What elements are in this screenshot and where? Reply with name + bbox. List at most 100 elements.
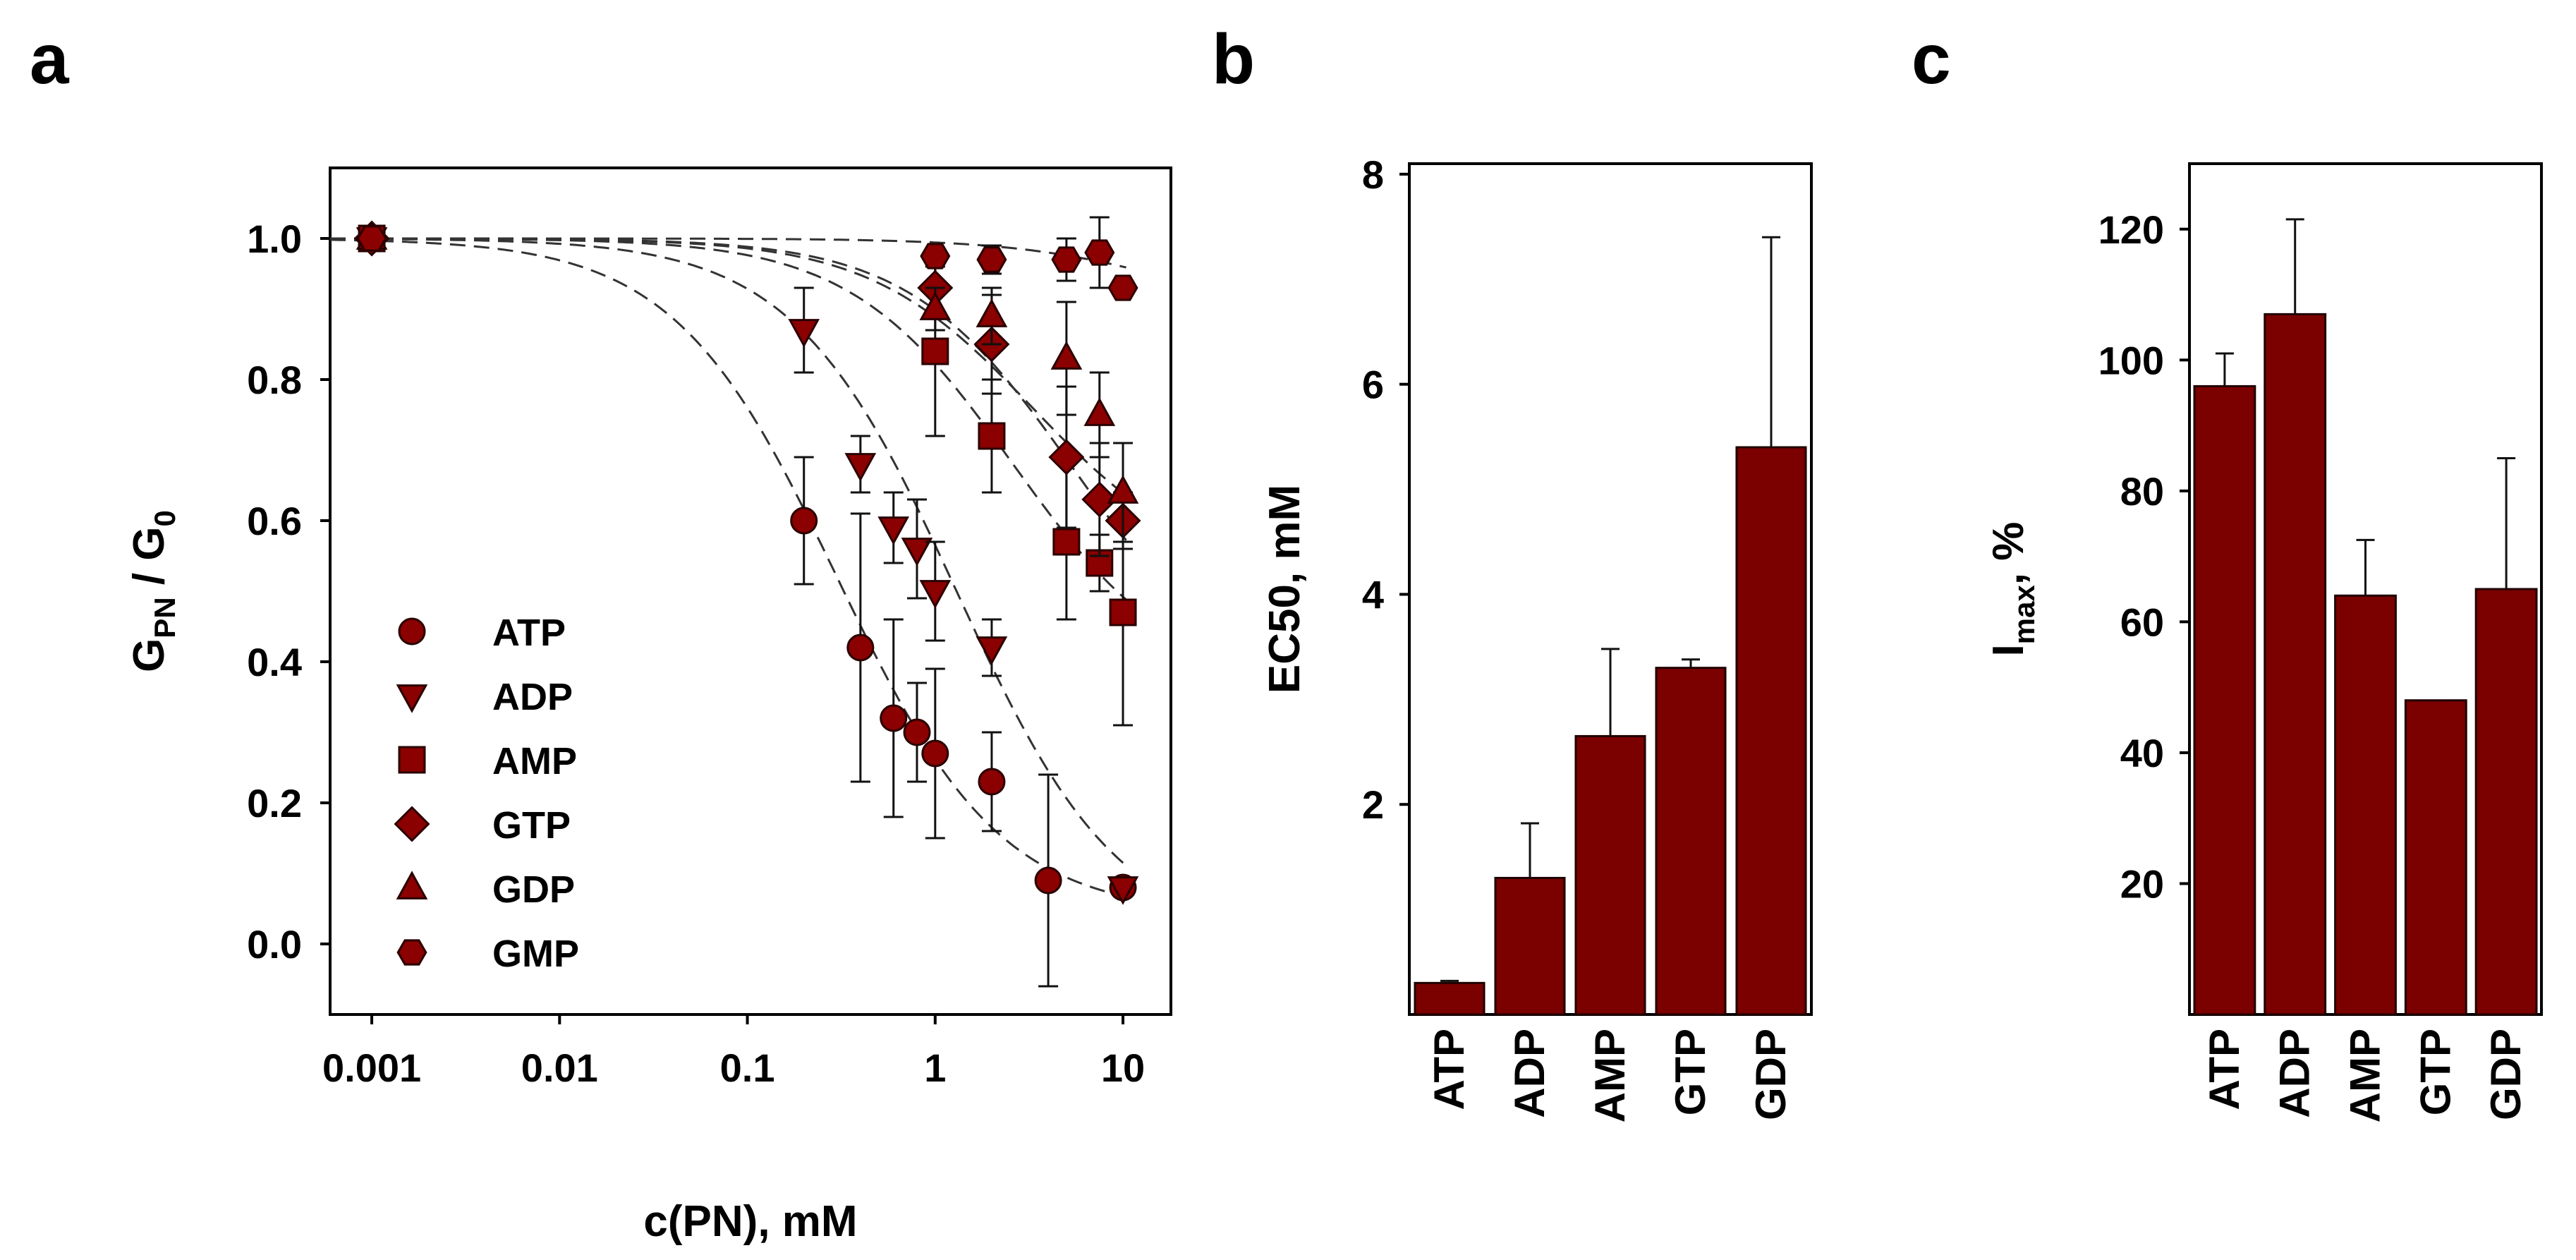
fit-curve-adp [330, 238, 1127, 867]
x-tick-label-gtp: GTP [2412, 1029, 2459, 1115]
fit-curve-gdp [330, 237, 1127, 541]
legend-marker-gdp [396, 871, 428, 899]
y-label-suffix: , % [1984, 522, 2033, 586]
panel-label-a: a [30, 20, 70, 99]
data-point-atp [1034, 866, 1062, 895]
data-point-adp [1107, 876, 1139, 905]
y-label-sub: max [2007, 585, 2041, 645]
x-tick-label-gtp: GTP [1667, 1029, 1714, 1115]
y-tick-label: 0.8 [247, 358, 302, 402]
x-tick-label-atp: ATP [1426, 1029, 1473, 1110]
legend-marker-gmp [396, 939, 427, 966]
y-tick-label: 1.0 [247, 217, 302, 261]
y-label-mid: / G [125, 526, 174, 597]
legend-marker-adp [396, 684, 428, 713]
data-point-gmp [976, 246, 1007, 273]
x-axis-label: c(PN), mM [643, 1197, 857, 1246]
x-tick-label-amp: AMP [2342, 1029, 2389, 1122]
bar-gtp [2404, 699, 2467, 1016]
x-tick-label: 10 [1101, 1046, 1145, 1090]
fit-curve-amp [329, 237, 1127, 601]
data-point-adp [901, 538, 933, 567]
data-point-gmp [920, 243, 951, 269]
x-tick-label-adp: ADP [1506, 1029, 1553, 1118]
data-point-atp [846, 634, 875, 662]
y-tick-label: 60 [2120, 600, 2164, 644]
data-point-gmp [356, 225, 387, 252]
bar-gdp [2474, 588, 2538, 1016]
legend-label-gtp: GTP [492, 804, 571, 847]
data-point-adp [877, 516, 910, 545]
legend-label-gmp: GMP [492, 933, 579, 975]
y-tick-label: 20 [2120, 861, 2164, 906]
data-point-gmp [1051, 246, 1082, 273]
legend-marker-gtp [394, 806, 430, 842]
data-point-gdp [919, 291, 952, 320]
data-point-gmp [1107, 274, 1138, 301]
data-point-atp [903, 718, 931, 746]
data-point-gtp [1048, 439, 1085, 475]
bar-gdp [1735, 446, 1807, 1016]
y-tick-label: 8 [1362, 152, 1384, 197]
x-tick-label-atp: ATP [2201, 1029, 2248, 1110]
legend-marker-amp [398, 746, 426, 774]
bar-atp [1414, 981, 1486, 1016]
bar-atp [2193, 384, 2256, 1016]
y-tick-label: 2 [1362, 782, 1384, 827]
y-tick-label: 80 [2120, 469, 2164, 514]
bar-adp [2264, 313, 2327, 1016]
y-label-sub: PN [148, 597, 181, 638]
data-point-atp [880, 704, 908, 732]
data-point-amp [921, 337, 949, 365]
y-axis-label: EC50, mM [1260, 485, 1309, 693]
data-point-gmp [1084, 239, 1115, 266]
y-tick-label: 0.4 [247, 640, 302, 684]
legend-label-atp: ATP [492, 612, 566, 654]
y-axis-label: GPN / G0 [125, 510, 181, 672]
y-label-sub2: 0 [148, 510, 181, 526]
y-label-main: I [1984, 644, 2033, 656]
data-point-amp [978, 422, 1006, 450]
data-point-adp [919, 580, 952, 609]
data-point-adp [976, 636, 1008, 665]
bar-gtp [1655, 667, 1727, 1016]
x-tick-label-gdp: GDP [1747, 1029, 1794, 1120]
x-tick-label: 0.001 [322, 1046, 421, 1090]
data-point-gdp [1107, 475, 1139, 504]
data-point-gdp [1050, 341, 1083, 370]
bar-amp [1574, 734, 1646, 1016]
x-tick-label: 0.01 [521, 1046, 598, 1090]
x-tick-label-amp: AMP [1586, 1029, 1634, 1122]
legend-marker-atp [398, 617, 426, 646]
panel-label-b: b [1212, 20, 1255, 99]
fit-curve-gmp [330, 237, 1126, 269]
fit-curve-atp [329, 238, 1126, 898]
y-tick-label: 40 [2120, 731, 2164, 775]
x-tick-label-adp: ADP [2271, 1029, 2319, 1118]
x-tick-label: 0.1 [720, 1046, 775, 1090]
x-tick-label: 1 [924, 1046, 946, 1090]
y-label-main: G [125, 638, 174, 672]
y-tick-label: 6 [1362, 363, 1384, 407]
y-tick-label: 0.6 [247, 499, 302, 543]
panel-b-ec50-bar-chart: ATP ADP AMP GTP GDP 2 4 6 8 EC50, mM [1260, 152, 1813, 1122]
bar-amp [2334, 594, 2397, 1016]
data-point-gdp [976, 298, 1008, 327]
y-tick-label: 120 [2098, 207, 2164, 252]
legend-label-adp: ADP [492, 676, 573, 718]
y-tick-label: 0.0 [247, 922, 302, 967]
panel-label-c: c [1912, 20, 1951, 99]
legend-label-gdp: GDP [492, 868, 575, 911]
panel-a-scatter-chart: 0.001 0.01 0.1 1 10 0.0 0.2 0.4 0.6 0.8 1.0 c(PN), … [125, 166, 1172, 1246]
y-axis-label: Imax, % [1984, 522, 2041, 657]
panel-c-imax-bar-chart: ATP ADP AMP GTP GDP 20 40 60 80 100 120 Imax, % [1984, 162, 2543, 1122]
data-point-adp [788, 319, 820, 348]
data-point-gdp [1083, 397, 1116, 426]
data-point-atp [790, 507, 818, 535]
y-tick-label: 0.2 [247, 781, 302, 825]
x-tick-label-gdp: GDP [2482, 1029, 2529, 1120]
data-point-atp [921, 739, 949, 768]
y-tick-label: 4 [1362, 572, 1384, 617]
y-tick-label: 100 [2098, 338, 2164, 382]
data-point-amp [1109, 598, 1137, 626]
